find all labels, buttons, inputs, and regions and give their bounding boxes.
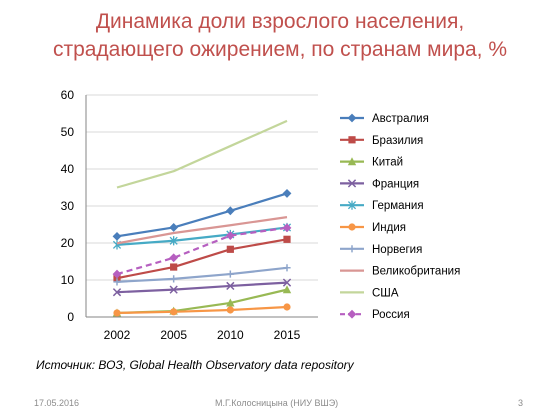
legend-label: Германия	[372, 200, 424, 212]
y-tick-label: 10	[61, 273, 75, 287]
legend-entry: Франция	[340, 178, 419, 190]
source-note: Источник: ВОЗ, Global Health Observatory…	[36, 358, 354, 372]
slide-title: Динамика доли взрослого населения, страд…	[0, 8, 560, 64]
data-point	[226, 245, 234, 253]
series-group	[113, 264, 291, 286]
x-tick-label: 2005	[160, 328, 187, 342]
series-line	[116, 192, 288, 238]
legend-entry: Китай	[340, 157, 403, 169]
series-line	[116, 238, 288, 280]
legend-swatch-marker	[347, 309, 357, 319]
legend-entry: Великобритания	[340, 266, 460, 278]
series-layer	[112, 119, 292, 317]
data-point	[170, 263, 178, 271]
slide-title-line-2: страдающего ожирением, по странам мира, …	[52, 38, 508, 61]
legend-label: Франция	[372, 178, 419, 190]
footer-date: 17.05.2016	[34, 398, 80, 408]
series-group	[112, 278, 292, 297]
y-tick-label: 20	[61, 236, 75, 250]
legend-label: Индия	[372, 222, 406, 234]
axis-layer: 0 10 20 30 40 50 60 2002 2005 2010 2015	[61, 88, 318, 342]
legend-label: Норвегия	[372, 244, 422, 256]
series-group	[116, 216, 288, 245]
data-point	[169, 236, 178, 246]
y-tick-label: 0	[67, 310, 74, 324]
legend-swatch-marker	[347, 179, 357, 188]
data-point	[112, 231, 122, 241]
data-point	[226, 281, 235, 291]
data-point	[113, 278, 121, 286]
legend-entry: Индия	[340, 222, 406, 234]
legend-label: Бразилия	[372, 135, 423, 147]
data-point	[226, 270, 234, 278]
data-point	[225, 231, 235, 240]
x-tick-label: 2010	[217, 328, 244, 342]
data-point	[225, 206, 235, 216]
series-line	[116, 119, 288, 189]
legend-entry: Россия	[340, 309, 410, 321]
footer-page-number: 3	[518, 398, 524, 408]
data-point	[283, 235, 291, 243]
data-point	[282, 223, 292, 233]
legend-label: Россия	[372, 309, 410, 321]
data-point	[170, 275, 178, 283]
x-tick-label: 2002	[104, 328, 131, 342]
data-point	[169, 253, 179, 263]
legend-entry: Германия	[340, 200, 424, 212]
y-tick-label: 60	[61, 88, 75, 102]
series-line	[116, 281, 288, 294]
legend-entry: США	[340, 287, 399, 299]
legend-label: США	[372, 287, 399, 299]
data-point	[282, 278, 292, 287]
series-group	[116, 119, 288, 189]
series-line	[116, 305, 288, 315]
data-point	[226, 306, 234, 314]
legend-label: Великобритания	[372, 266, 460, 278]
data-point	[112, 269, 122, 279]
x-tick-label: 2015	[274, 328, 301, 342]
legend-swatch-marker	[347, 200, 357, 210]
legend-entry: Австралия	[340, 113, 429, 125]
data-point	[169, 223, 179, 232]
legend-entry: Норвегия	[340, 244, 422, 256]
series-line	[116, 226, 288, 246]
legend-swatch-marker	[348, 223, 356, 231]
legend-swatch-marker	[348, 245, 356, 253]
data-point	[283, 264, 291, 272]
y-tick-label: 40	[61, 162, 75, 176]
data-point	[226, 298, 235, 307]
legend: Австралия Бразилия Китай Франция Германия Инд…	[340, 113, 460, 321]
slide-title-line-1: Динамика доли взрослого населения,	[95, 10, 465, 33]
legend-swatch-marker	[348, 136, 356, 144]
legend-swatch-marker	[347, 113, 357, 123]
data-point	[170, 308, 178, 316]
data-point	[282, 189, 292, 198]
series-group	[113, 303, 291, 317]
data-point	[283, 303, 291, 311]
series-line	[116, 216, 288, 245]
series-group	[112, 223, 292, 279]
series-group	[112, 189, 292, 241]
legend-label: Китай	[372, 157, 403, 169]
y-tick-label: 30	[61, 199, 75, 213]
legend-swatch-marker	[347, 157, 357, 166]
series-line	[116, 266, 288, 283]
data-point	[282, 285, 292, 294]
legend-label: Австралия	[372, 113, 429, 125]
data-point	[169, 285, 178, 294]
data-point	[112, 288, 122, 297]
footer-author: М.Г.Колосницына (НИУ ВШЭ)	[215, 398, 339, 408]
legend-entry: Бразилия	[340, 135, 423, 147]
series-group	[112, 222, 292, 250]
series-line	[116, 226, 288, 276]
data-point	[113, 309, 121, 317]
y-tick-label: 50	[61, 125, 75, 139]
